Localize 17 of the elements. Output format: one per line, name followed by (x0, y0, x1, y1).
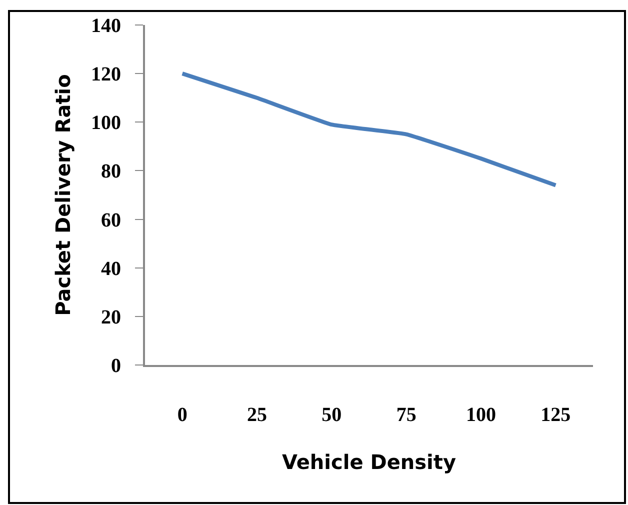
x-tick-label: 100 (466, 404, 496, 426)
y-tick-label: 100 (91, 112, 121, 134)
line-series (180, 72, 558, 188)
x-tick-label: 0 (177, 404, 188, 426)
y-tick-label: 40 (101, 258, 121, 280)
x-axis-title: Vehicle Density (282, 450, 456, 474)
x-tick-label: 125 (540, 404, 571, 426)
x-tick-label: 75 (396, 404, 416, 426)
y-axis-title: Packet Delivery Ratio (51, 74, 75, 316)
y-tick-label: 60 (101, 209, 121, 232)
y-tick-label: 20 (101, 306, 121, 328)
y-tick-label: 140 (91, 15, 121, 37)
y-tick-label: 0 (111, 355, 121, 377)
y-tick-label: 120 (91, 64, 121, 86)
x-tick-label: 25 (247, 404, 267, 426)
x-tick-label: 50 (322, 404, 342, 426)
y-tick-label: 80 (101, 160, 121, 183)
